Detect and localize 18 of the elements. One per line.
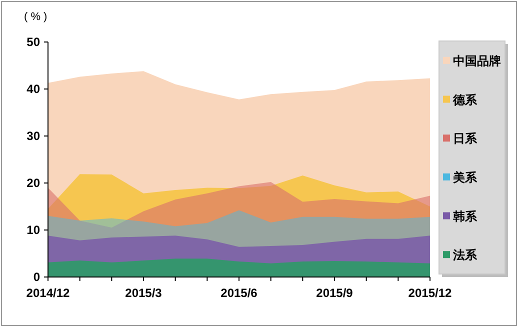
- legend-label: 日系: [453, 132, 478, 146]
- x-tick-label: 2015/6: [220, 286, 258, 300]
- legend-label: 美系: [452, 170, 478, 184]
- y-tick-label: 40: [26, 82, 40, 96]
- y-tick-label: 0: [33, 270, 40, 284]
- y-tick-label: 50: [26, 35, 40, 49]
- y-tick-label: 30: [26, 129, 40, 143]
- x-tick-label: 2015/3: [125, 286, 162, 300]
- legend-label: 中国品牌: [453, 54, 501, 68]
- y-axis-title: ( % ): [24, 11, 48, 23]
- x-tick-label: 2015/12: [408, 286, 452, 300]
- y-tick-label: 10: [26, 223, 40, 237]
- legend-label: 德系: [452, 92, 478, 107]
- y-tick-label: 20: [26, 176, 40, 190]
- x-tick-label: 2015/9: [316, 286, 354, 300]
- legend-label: 韩系: [452, 209, 478, 224]
- x-tick-label: 2014/12: [26, 286, 70, 300]
- legend-label: 法系: [452, 248, 478, 262]
